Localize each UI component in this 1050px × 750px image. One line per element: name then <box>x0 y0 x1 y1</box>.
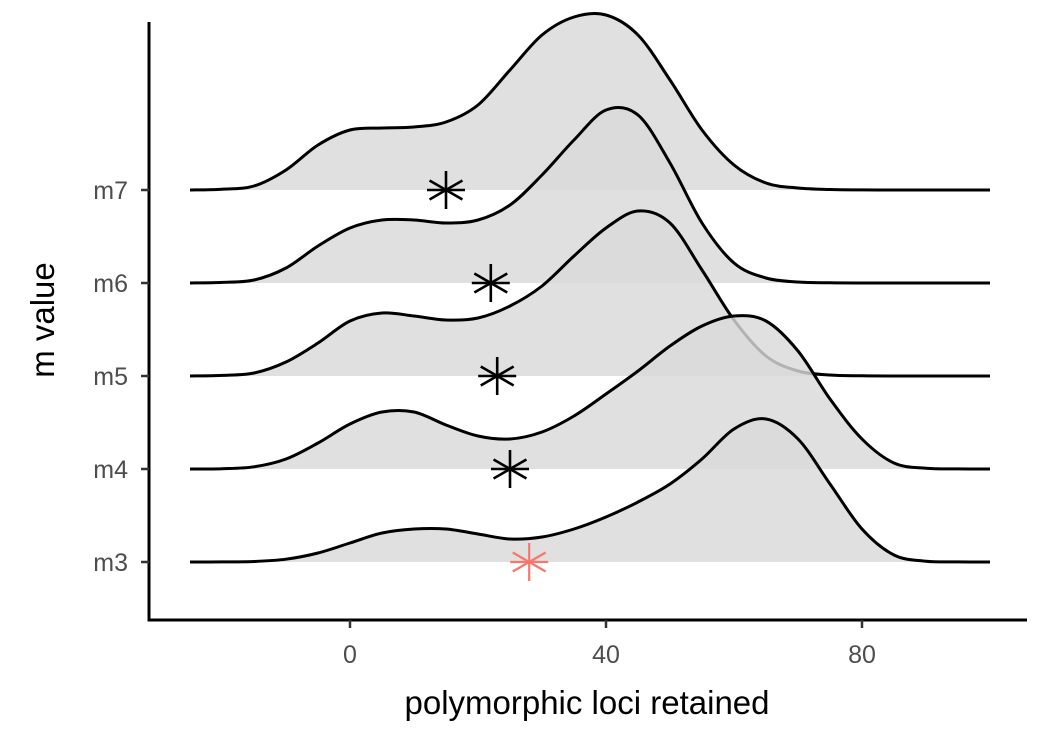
y-tick-label-m6: m6 <box>93 270 128 298</box>
y-tick-label-m4: m4 <box>93 456 128 484</box>
median-markers <box>427 171 549 581</box>
ridge-area-m6 <box>190 107 990 284</box>
marker-m3 <box>510 543 549 581</box>
marker-m6 <box>471 264 510 302</box>
ridge-area-m7 <box>190 13 990 191</box>
y-axis-ticks: m3 m4 m5 m6 m7 <box>93 177 149 577</box>
x-axis-title: polymorphic loci retained <box>404 684 769 721</box>
ridge-line-m5 <box>189 209 990 378</box>
x-tick-label-40: 40 <box>592 641 620 669</box>
ridge-area-m5 <box>190 210 990 377</box>
ridge-line-m4 <box>189 314 991 471</box>
y-tick-label-m7: m7 <box>93 177 128 205</box>
x-tick-label-0: 0 <box>343 641 357 669</box>
x-axis-ticks: 0 40 80 <box>343 620 876 669</box>
y-axis-title: m value <box>24 262 61 378</box>
y-tick-label-m5: m5 <box>93 363 128 391</box>
ridge-line-m3 <box>189 417 991 564</box>
y-tick-label-m3: m3 <box>93 549 128 577</box>
ridge-area-m3 <box>190 418 990 562</box>
x-tick-label-80: 80 <box>848 641 876 669</box>
ridge-line-m6 <box>189 105 990 285</box>
marker-m7 <box>427 171 465 209</box>
ridge-line-m7 <box>189 11 990 192</box>
marker-m5 <box>478 357 517 395</box>
ridges <box>189 11 991 564</box>
marker-m4 <box>491 450 529 488</box>
